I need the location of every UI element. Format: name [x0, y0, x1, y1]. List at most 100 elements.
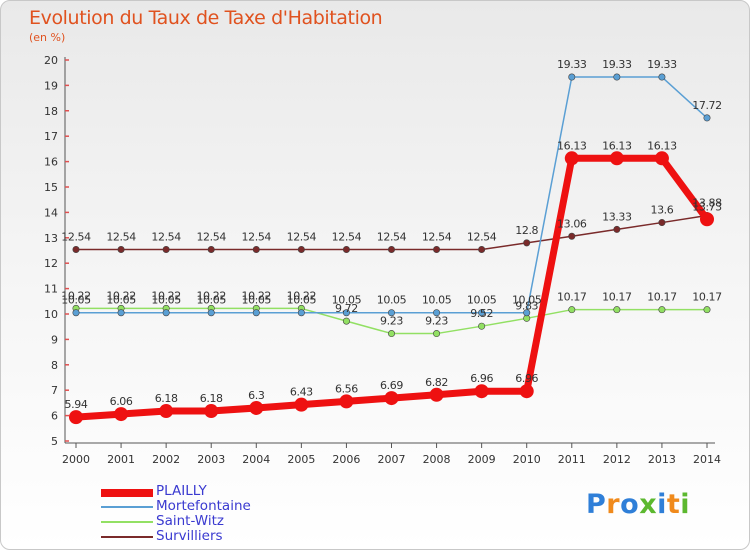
data-point-plailly [700, 212, 714, 227]
legend-item-saint-witz: Saint-Witz [101, 513, 321, 530]
logo-letter: o [620, 489, 640, 520]
data-label-mortefontaine: 19.33 [602, 58, 632, 71]
data-point-survilliers [72, 245, 80, 253]
x-tick-label: 2006 [332, 453, 360, 466]
data-label-plailly: 6.3 [248, 389, 265, 402]
y-tick-label: 19 [44, 79, 58, 92]
data-label-survilliers: 13.88 [692, 196, 722, 209]
data-point-plailly [609, 151, 624, 166]
data-label-plailly: 13.73 [692, 200, 722, 213]
data-label-survilliers: 12.54 [106, 230, 136, 243]
data-label-saint-witz: 9.52 [470, 307, 493, 320]
data-label-survilliers: 12.54 [242, 230, 272, 243]
data-point-saint-witz [568, 306, 576, 314]
x-tick-label: 2008 [423, 453, 451, 466]
data-label-mortefontaine: 10.05 [287, 294, 317, 307]
data-point-survilliers [568, 232, 576, 240]
data-label-plailly: 16.13 [557, 139, 587, 152]
logo-letter: i [680, 489, 691, 520]
logo-letter: P [586, 489, 607, 520]
data-point-plailly [69, 410, 83, 425]
data-label-mortefontaine: 10.05 [422, 294, 452, 307]
data-point-plailly [114, 407, 129, 422]
legend-item-mortefontaine: Mortefontaine [101, 498, 321, 515]
data-point-mortefontaine [568, 73, 576, 81]
data-point-mortefontaine [297, 309, 305, 317]
data-label-mortefontaine: 10.05 [512, 294, 542, 307]
data-point-saint-witz [433, 330, 441, 338]
y-unit-label: (en %) [29, 31, 66, 44]
data-label-survilliers: 12.54 [287, 230, 317, 243]
data-point-saint-witz [387, 330, 395, 338]
y-tick-label: 10 [44, 308, 58, 321]
x-tick-label: 2011 [558, 453, 586, 466]
x-tick-label: 2010 [513, 453, 541, 466]
y-tick-label: 5 [51, 435, 58, 448]
data-point-survilliers [523, 239, 531, 247]
data-point-mortefontaine [252, 309, 260, 317]
data-point-survilliers [658, 219, 666, 227]
data-point-mortefontaine [117, 309, 125, 317]
data-label-plailly: 6.96 [515, 372, 538, 385]
data-point-survilliers [297, 245, 305, 253]
data-label-survilliers: 13.33 [602, 210, 632, 223]
data-point-mortefontaine [613, 73, 621, 81]
y-tick-label: 8 [51, 359, 58, 372]
data-label-plailly: 6.69 [380, 379, 403, 392]
logo-letter: i [657, 489, 667, 520]
data-label-survilliers: 12.8 [515, 224, 538, 237]
data-point-plailly [339, 394, 354, 409]
data-label-mortefontaine: 10.05 [196, 294, 226, 307]
data-point-mortefontaine [703, 114, 711, 122]
proxiti-logo: Proxiti [586, 489, 690, 520]
data-label-mortefontaine: 10.05 [151, 294, 181, 307]
legend-item-plailly: PLAILLY [101, 483, 321, 500]
y-tick-label: 11 [44, 283, 58, 296]
data-point-mortefontaine [207, 309, 215, 317]
data-label-plailly: 6.43 [290, 386, 313, 399]
data-point-survilliers [342, 245, 350, 253]
data-label-mortefontaine: 10.05 [242, 294, 272, 307]
x-tick-label: 2007 [378, 453, 406, 466]
data-label-plailly: 6.56 [335, 382, 358, 395]
data-label-mortefontaine: 10.05 [467, 294, 497, 307]
data-point-survilliers [613, 225, 621, 233]
data-point-plailly [474, 384, 489, 399]
data-label-plailly: 6.18 [200, 392, 223, 405]
data-label-saint-witz: 9.23 [425, 315, 448, 328]
logo-letter: t [666, 489, 681, 520]
data-label-plailly: 6.18 [155, 392, 178, 405]
data-point-saint-witz [613, 306, 621, 314]
data-label-survilliers: 12.54 [467, 230, 497, 243]
data-point-mortefontaine [523, 309, 531, 317]
data-label-survilliers: 12.54 [196, 230, 226, 243]
y-tick-label: 14 [44, 206, 58, 219]
data-point-plailly [294, 397, 309, 412]
data-point-survilliers [252, 245, 260, 253]
data-point-plailly [204, 404, 219, 419]
legend-swatch-survilliers [101, 536, 153, 538]
data-point-survilliers [162, 245, 170, 253]
y-tick-label: 17 [44, 130, 58, 143]
x-tick-label: 2002 [152, 453, 180, 466]
data-point-survilliers [117, 245, 125, 253]
data-label-saint-witz: 9.23 [380, 315, 403, 328]
legend-label-survilliers: Survilliers [156, 528, 223, 544]
data-label-saint-witz: 10.22 [242, 289, 272, 302]
data-label-mortefontaine: 17.72 [692, 99, 722, 112]
data-label-saint-witz: 10.22 [287, 289, 317, 302]
data-point-mortefontaine [342, 309, 350, 317]
data-point-mortefontaine [387, 309, 395, 317]
data-label-saint-witz: 10.22 [106, 289, 136, 302]
data-label-survilliers: 12.54 [151, 230, 181, 243]
data-point-saint-witz [658, 306, 666, 314]
data-point-mortefontaine [658, 73, 666, 81]
legend-swatch-mortefontaine [101, 506, 153, 508]
series-line-mortefontaine [75, 76, 708, 314]
data-point-plailly [384, 391, 399, 406]
logo-letter: x [639, 489, 658, 520]
x-tick-label: 2001 [107, 453, 135, 466]
x-tick-label: 2005 [287, 453, 315, 466]
y-tick-label: 7 [51, 384, 58, 397]
